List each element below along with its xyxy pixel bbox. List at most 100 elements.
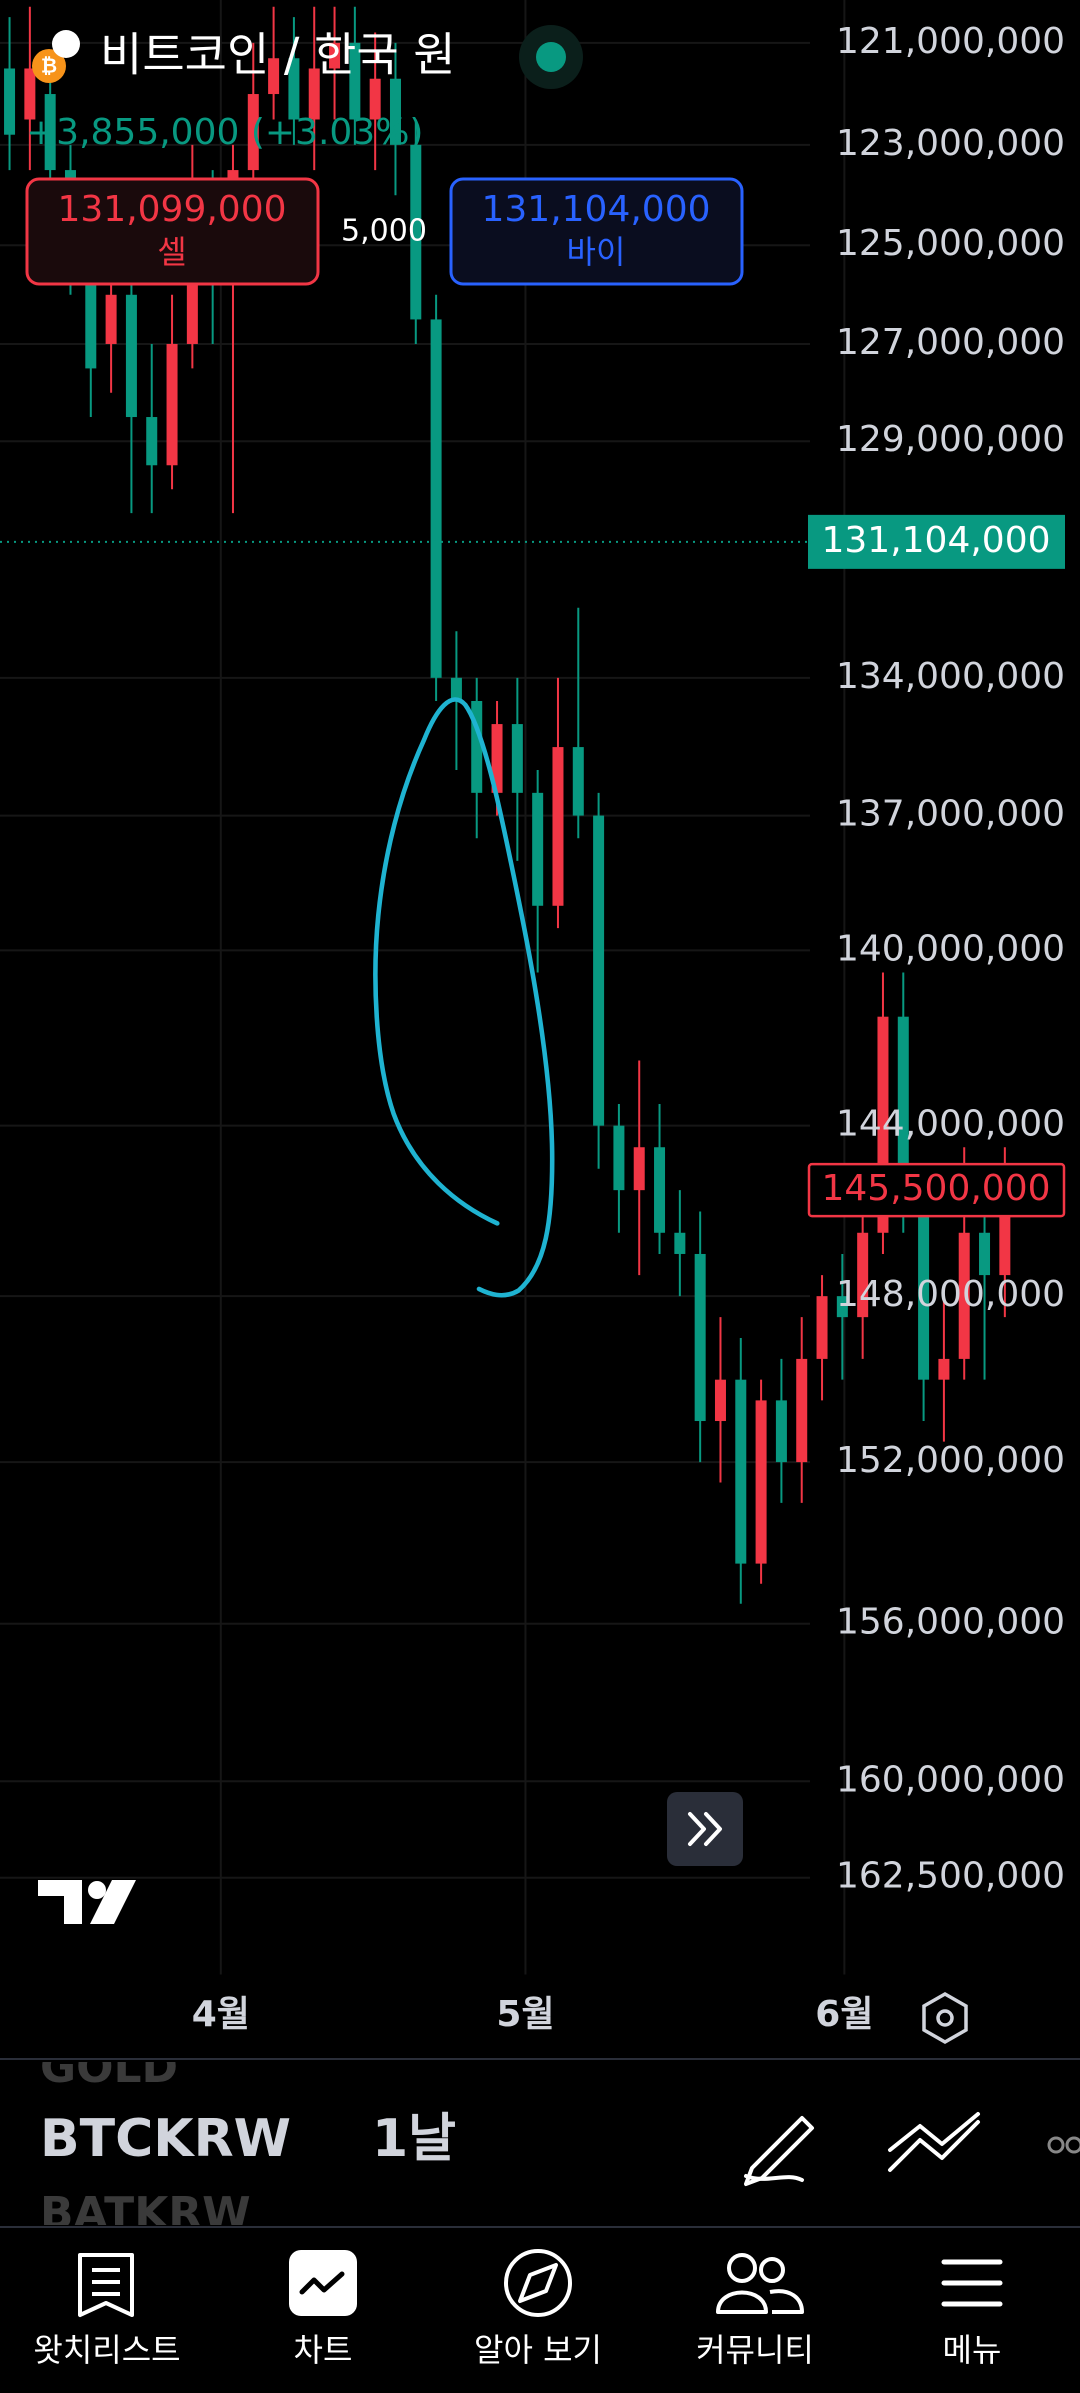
more-tools[interactable]: [1065, 2136, 1080, 2154]
sell-price[interactable]: 131,099,000: [57, 189, 286, 230]
candle-body: [389, 78, 401, 145]
candle-body: [857, 1232, 869, 1318]
candle-body: [552, 747, 564, 906]
candle-body: [613, 1125, 625, 1191]
nav-label[interactable]: 왓치리스트: [33, 2331, 180, 2369]
nav-label[interactable]: 메뉴: [943, 2331, 1002, 2369]
sell-label[interactable]: 셀: [157, 233, 186, 271]
interval[interactable]: 1날: [372, 2109, 456, 2169]
symbol-current[interactable]: BTCKRW: [40, 2109, 291, 2169]
price-label: 131,104,000: [821, 520, 1050, 561]
candle-body: [24, 68, 36, 120]
candle-body: [369, 78, 381, 120]
symbol-prev[interactable]: GOLD: [40, 2042, 178, 2093]
y-tick-label: 156,000,000: [836, 1602, 1065, 1643]
trend-tool[interactable]: [888, 2112, 980, 2172]
candle-body: [44, 94, 56, 171]
price-label-box: [807, 1162, 1066, 1218]
tradingview-logo: [38, 1880, 136, 1924]
nav-community[interactable]: 커뮤니티: [696, 2253, 814, 2369]
nav-menu[interactable]: 메뉴: [941, 2259, 1003, 2369]
buy-button[interactable]: 131,104,000 바이: [449, 177, 744, 286]
candle-body: [999, 1190, 1011, 1276]
candle-body: [593, 815, 605, 1126]
y-tick-label: 162,500,000: [836, 1856, 1065, 1897]
spread: 5,000: [341, 214, 427, 249]
nav-label[interactable]: 알아 보기: [474, 2331, 602, 2369]
price-label-box: [808, 514, 1065, 569]
candle-body: [735, 1379, 747, 1564]
candle-body: [572, 747, 584, 816]
candle-body: [471, 700, 483, 793]
candle-body: [410, 144, 422, 320]
candle-body: [775, 1400, 787, 1463]
x-tick-label: 6월: [815, 1994, 873, 2035]
candle-body: [979, 1232, 991, 1276]
candle-body: [674, 1232, 686, 1254]
annotation-loop: [373, 697, 555, 1298]
y-tick-label: 144,000,000: [836, 1104, 1065, 1145]
candle-body: [268, 58, 280, 95]
candle-body: [836, 1296, 848, 1318]
nav-label[interactable]: 차트: [294, 2331, 353, 2369]
candle-body: [958, 1232, 970, 1359]
nav-label[interactable]: 커뮤니티: [696, 2331, 814, 2369]
candle-body: [938, 1358, 950, 1380]
y-tick-label: 134,000,000: [836, 656, 1065, 697]
nav-explore[interactable]: 알아 보기: [474, 2249, 602, 2369]
sell-button[interactable]: 131,099,000 셀: [25, 177, 320, 286]
candle-body: [4, 68, 16, 135]
y-tick-label: 148,000,000: [836, 1274, 1065, 1315]
y-tick-label: 123,000,000: [836, 123, 1065, 164]
candle-body: [918, 1190, 930, 1380]
candle-body: [105, 294, 117, 344]
buy-label[interactable]: 바이: [567, 233, 626, 271]
candle-body: [349, 42, 361, 120]
sell-box[interactable]: [25, 177, 320, 286]
candle-body: [247, 94, 259, 171]
symbol-picker[interactable]: GOLD BTCKRW BATKRW: [40, 2042, 291, 2239]
nav-watchlist[interactable]: 왓치리스트: [33, 2253, 181, 2369]
scroll-to-latest[interactable]: [667, 1792, 743, 1866]
candle-body: [633, 1147, 645, 1191]
candle-body: [491, 724, 503, 793]
krw-flag-icon: [52, 30, 80, 58]
symbol-next[interactable]: BATKRW: [40, 2188, 251, 2239]
price-label: 145,500,000: [821, 1168, 1050, 1209]
x-tick-label: 4월: [192, 1994, 250, 2035]
y-tick-label: 129,000,000: [836, 419, 1065, 460]
candle-body: [430, 319, 442, 678]
buy-price[interactable]: 131,104,000: [481, 189, 710, 230]
candle-body: [450, 677, 462, 701]
y-tick-label: 152,000,000: [836, 1440, 1065, 1481]
bitcoin-icon: [32, 49, 66, 83]
candle-body: [897, 1016, 909, 1191]
y-tick-label: 127,000,000: [836, 322, 1065, 363]
candle-body: [308, 68, 320, 120]
bitcoin-icon-glyph: ₿: [41, 54, 57, 78]
candle-body: [288, 58, 300, 120]
chart-settings[interactable]: [922, 1991, 968, 2045]
candle-body: [714, 1379, 726, 1422]
y-tick-label: 140,000,000: [836, 928, 1065, 969]
more-tools[interactable]: [1047, 2136, 1065, 2154]
candle-body: [877, 1016, 889, 1233]
market-status-dot: [536, 42, 566, 72]
candle-body: [816, 1296, 828, 1359]
candle-body: [694, 1253, 706, 1422]
candle-body: [329, 42, 341, 69]
candle-body: [85, 270, 97, 369]
candle-body: [532, 792, 544, 906]
y-tick-label: 137,000,000: [836, 794, 1065, 835]
candle-body: [654, 1147, 666, 1233]
draw-tool[interactable]: [744, 2116, 814, 2186]
y-tick-label: 121,000,000: [836, 21, 1065, 62]
buy-box[interactable]: [449, 177, 744, 286]
nav-chart[interactable]: 차트: [289, 2250, 357, 2369]
change: +3,855,000 (+3.03%): [26, 112, 423, 153]
axis: 121,000,000 123,000,000 125,000,000 127,000…: [192, 21, 1066, 2035]
x-tick-label: 5월: [496, 1994, 554, 2035]
y-tick-label: 160,000,000: [836, 1759, 1065, 1800]
